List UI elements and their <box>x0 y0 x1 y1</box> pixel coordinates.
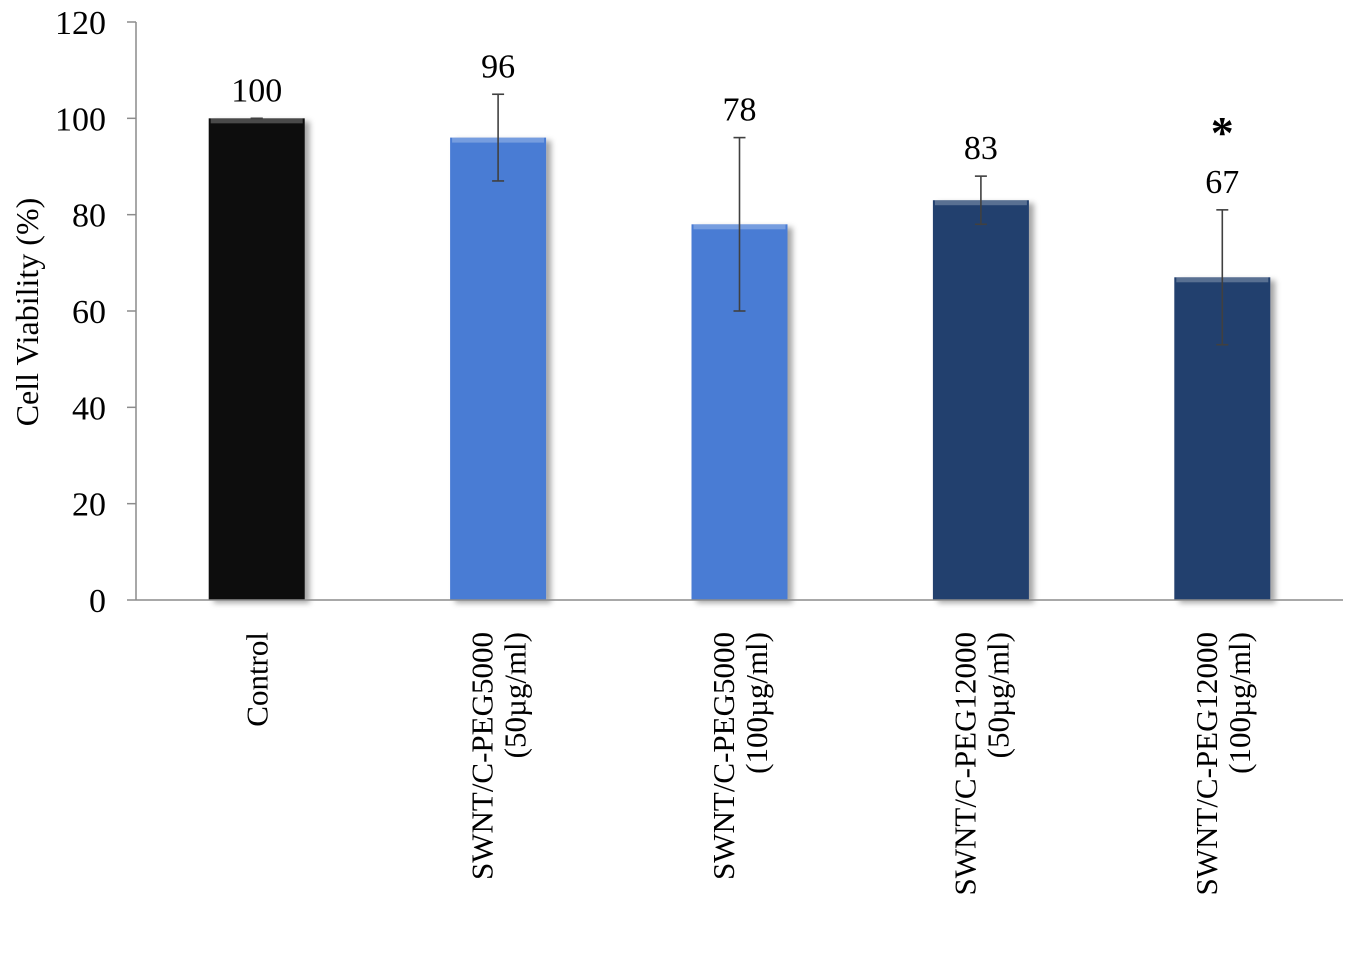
x-category-line: SWNT/C-PEG5000 <box>706 632 741 880</box>
data-label: 96 <box>481 48 515 85</box>
y-axis-ticks: 0 20 40 60 80 100 120 <box>55 5 136 620</box>
y-tick-label: 20 <box>72 487 106 524</box>
x-category-line: SWNT/C-PEG12000 <box>1189 632 1224 896</box>
x-category-label: SWNT/C-PEG5000(100µg/ml) <box>706 632 774 880</box>
y-tick-label: 0 <box>89 583 106 620</box>
data-label: 67 <box>1205 164 1239 201</box>
x-category-line: SWNT/C-PEG5000 <box>465 632 500 880</box>
x-category-line: (50µg/ml) <box>980 632 1015 758</box>
y-tick-label: 60 <box>72 294 106 331</box>
y-tick-label: 100 <box>55 101 106 138</box>
x-category-label: SWNT/C-PEG5000(50µg/ml) <box>465 632 533 880</box>
bars <box>208 93 1271 601</box>
data-labels: 100 96 78 83 67 * <box>231 48 1239 201</box>
axes <box>135 22 1343 601</box>
y-tick-label: 80 <box>72 198 106 235</box>
data-label: 83 <box>964 130 998 167</box>
x-category-line: (100µg/ml) <box>739 632 774 774</box>
x-category-line: (100µg/ml) <box>1222 632 1257 774</box>
x-axis-categories: Control SWNT/C-PEG5000(50µg/ml) SWNT/C-PEG… <box>240 632 1257 896</box>
x-category-line: Control <box>240 632 275 727</box>
x-category-label: SWNT/C-PEG12000(50µg/ml) <box>947 632 1015 896</box>
y-tick-label: 120 <box>55 5 106 42</box>
x-category-line: SWNT/C-PEG12000 <box>947 632 982 896</box>
y-tick-label: 40 <box>72 390 106 427</box>
bar-highlight <box>210 118 303 124</box>
data-label: 78 <box>723 92 757 129</box>
bar <box>450 137 547 600</box>
y-axis-title: Cell Viability (%) <box>9 198 45 427</box>
x-category-label: Control <box>240 632 275 727</box>
x-category-label: SWNT/C-PEG12000(100µg/ml) <box>1189 632 1257 896</box>
x-category-line: (50µg/ml) <box>498 632 533 758</box>
significance-marker: * <box>1211 107 1234 158</box>
bar <box>208 118 305 600</box>
data-label: 100 <box>231 72 282 109</box>
bar <box>932 200 1029 600</box>
